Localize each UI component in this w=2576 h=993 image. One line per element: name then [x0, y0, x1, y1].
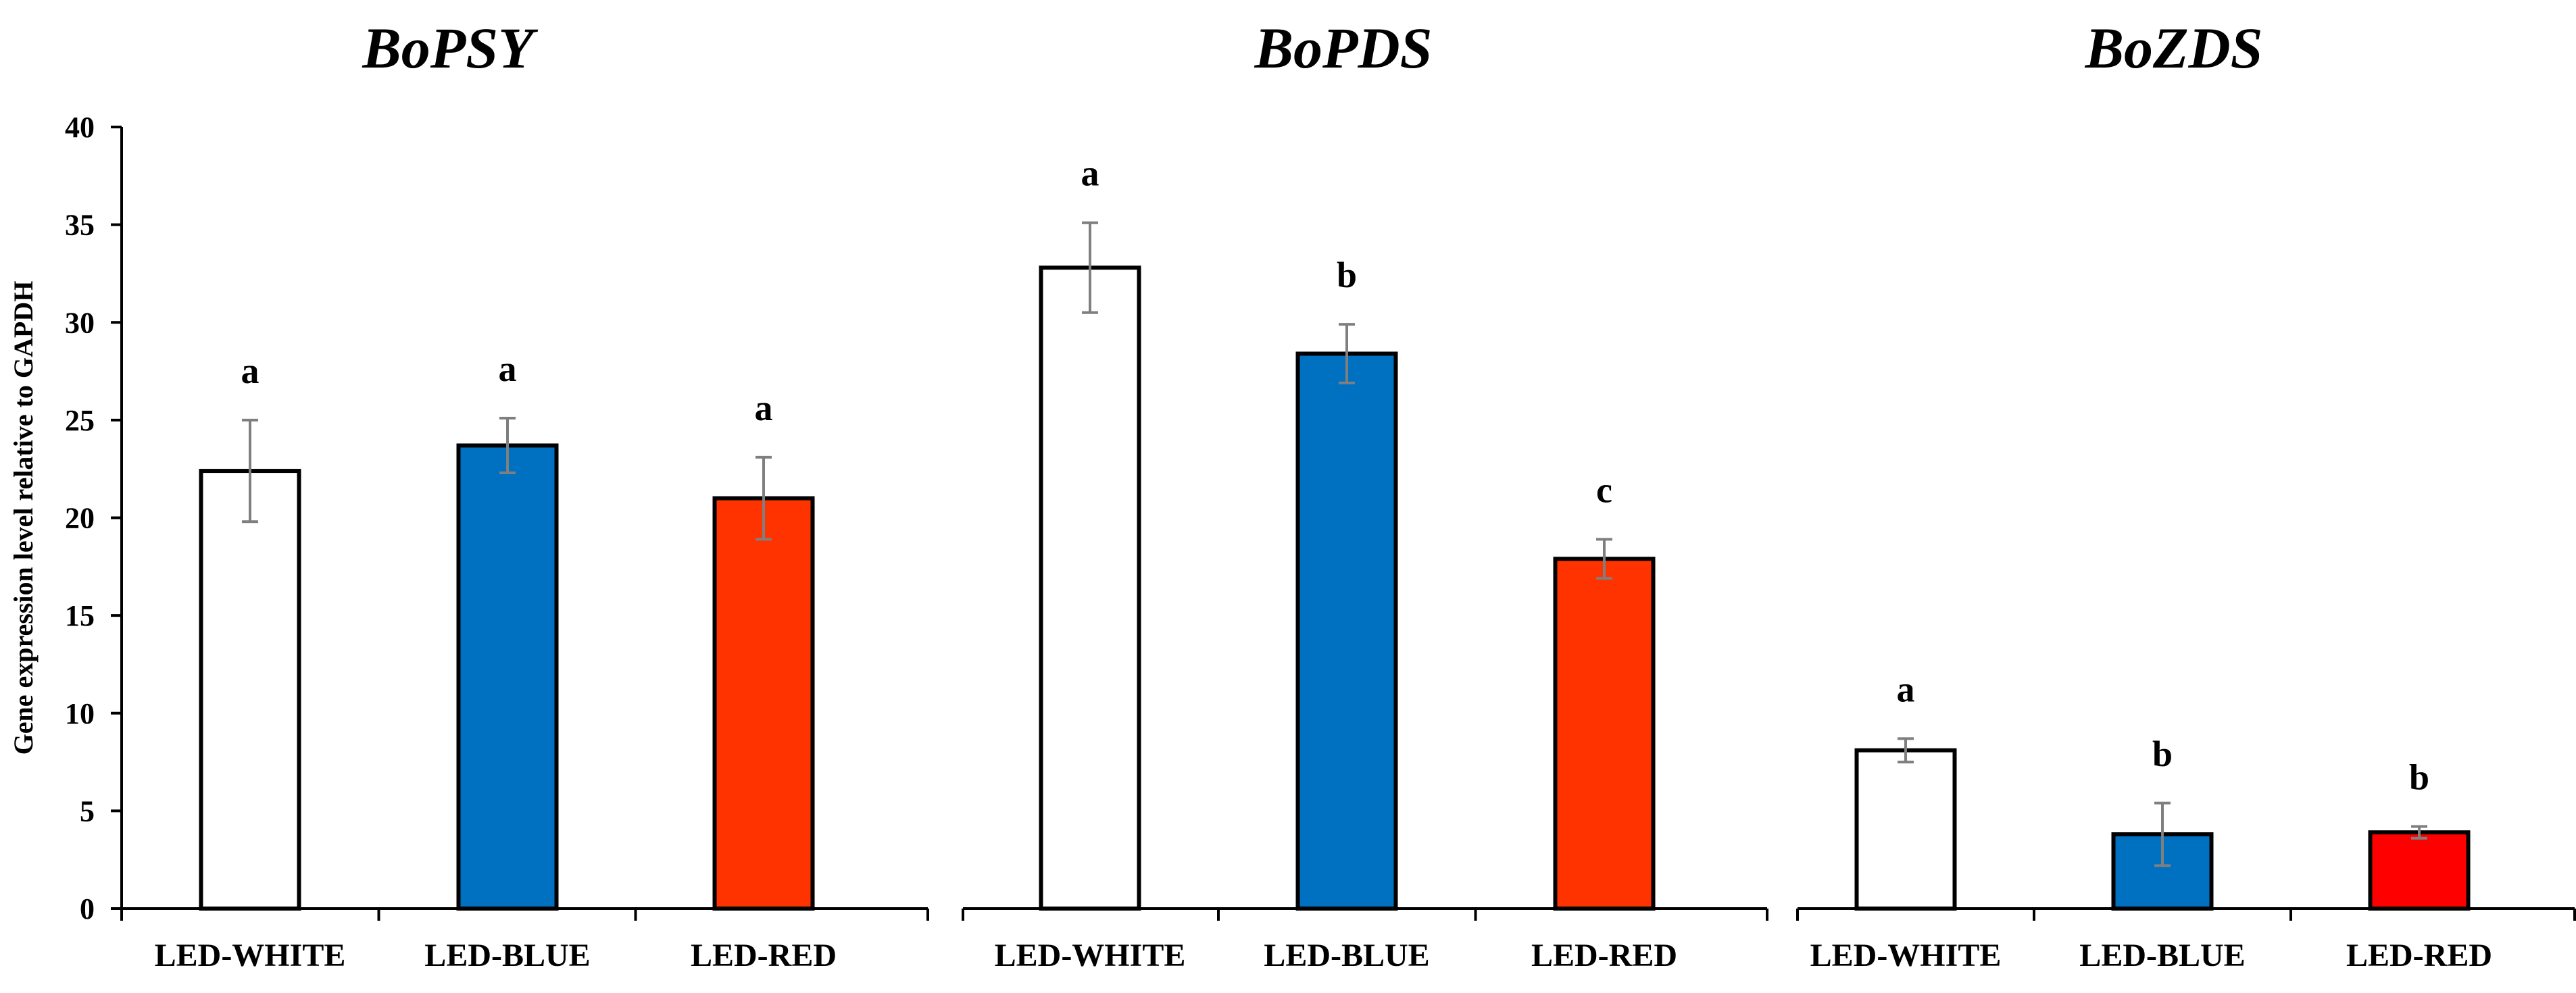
category-label: LED-WHITE: [1810, 938, 2002, 973]
y-tick-label: 15: [65, 599, 95, 632]
category-label: LED-WHITE: [995, 938, 1186, 973]
category-label: LED-RED: [2346, 938, 2492, 973]
significance-letter: b: [2409, 757, 2429, 798]
category-label: LED-WHITE: [155, 938, 346, 973]
y-tick-label: 30: [65, 306, 95, 339]
y-tick-label: 0: [80, 892, 95, 925]
y-tick-label: 10: [65, 697, 95, 730]
category-label: LED-RED: [1531, 938, 1677, 973]
category-label: LED-BLUE: [2079, 938, 2245, 973]
significance-letter: b: [2152, 734, 2173, 774]
bar-led-white: [1039, 265, 1141, 911]
category-label: LED-RED: [691, 938, 837, 973]
significance-letter: a: [755, 388, 773, 428]
bar-led-white: [199, 469, 301, 911]
significance-letter: a: [499, 349, 517, 389]
bar-led-blue: [1295, 351, 1398, 911]
significance-letter: a: [1897, 669, 1915, 709]
y-tick-label: 25: [65, 404, 95, 437]
bar-led-red: [712, 496, 815, 911]
bar-led-blue: [456, 443, 559, 911]
y-axis-label: Gene expression level relative to GAPDH: [8, 281, 39, 755]
panel-title-bopds: BoPDS: [1254, 16, 1433, 80]
bar-led-white: [1854, 748, 1957, 911]
panel-title-bozds: BoZDS: [2085, 16, 2263, 80]
y-tick-label: 35: [65, 209, 95, 242]
significance-letter: a: [1081, 153, 1099, 194]
significance-letter: c: [1596, 469, 1612, 510]
significance-letter: b: [1337, 255, 1357, 295]
bar-led-red: [1553, 557, 1656, 911]
significance-letter: a: [241, 351, 259, 391]
category-label: LED-BLUE: [424, 938, 590, 973]
panel-title-bopsy: BoPSY: [362, 16, 539, 80]
y-tick-label: 40: [65, 111, 95, 144]
y-tick-label: 20: [65, 502, 95, 535]
bar-led-red: [2368, 830, 2471, 911]
category-label: LED-BLUE: [1264, 938, 1429, 973]
y-tick-label: 5: [80, 794, 95, 828]
